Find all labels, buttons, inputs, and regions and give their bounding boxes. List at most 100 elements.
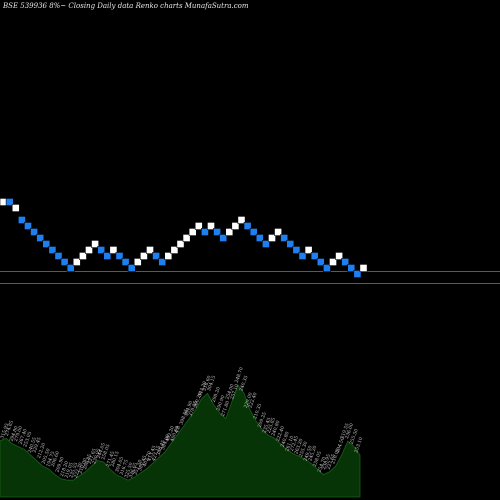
volume-label: 240.35 [238, 375, 249, 392]
volume-label: 271.80 [220, 400, 231, 417]
volume-label: 386.45 [156, 439, 167, 456]
renko-brick-down [54, 252, 63, 260]
volume-label: 402.70 [142, 450, 153, 467]
volume-label: 222.40 [275, 425, 286, 442]
renko-brick-up [304, 246, 313, 254]
volume-label: 254.70 [316, 456, 327, 473]
volume-label: 210.35 [252, 403, 263, 420]
renko-brick-up [164, 252, 173, 260]
volume-label: 205.50 [41, 448, 52, 465]
volume-label: 212.20 [36, 442, 47, 459]
volume-label: 222.40 [248, 392, 259, 409]
renko-brick-down [97, 246, 106, 254]
volume-label: 267.40 [18, 428, 29, 445]
renko-brick-down [66, 264, 75, 272]
renko-brick-down [201, 228, 209, 236]
volume-labels: 315.95274.85294.80279.00267.40253.05240.… [0, 366, 364, 478]
volume-label: 272.45 [289, 435, 300, 452]
renko-brick-up [268, 234, 276, 242]
renko-brick-up [225, 228, 234, 236]
renko-brick-down [103, 252, 112, 260]
renko-brick-down [292, 246, 301, 254]
renko-brick-down [42, 240, 51, 248]
renko-brick-up [72, 258, 81, 266]
volume-label: 400.60 [169, 425, 180, 442]
renko-brick-up [237, 216, 246, 224]
volume-label: 240.55 [27, 436, 38, 453]
renko-brick-down [127, 264, 136, 272]
volume-label: 255.50 [349, 428, 360, 445]
volume-label: 209.25 [257, 411, 268, 428]
volume-label: 222.30 [73, 462, 84, 479]
renko-brick-up [109, 246, 118, 254]
renko-brick-down [36, 234, 45, 242]
volume-label: 380.45 [137, 455, 148, 472]
volume-label: 304.05 [114, 456, 125, 473]
volume-label: 402.20 [165, 425, 176, 442]
volume-label: 274.85 [4, 420, 15, 437]
renko-brick-up [194, 222, 203, 230]
price-lines [0, 271, 500, 285]
volume-label: 240.80 [280, 431, 291, 448]
renko-brick-up [335, 252, 343, 260]
chart-title: BSE 539936 8%~ Closing Daily data Renko … [3, 2, 249, 10]
volume-label: 229.45 [31, 436, 42, 453]
renko-brick-up [274, 228, 282, 236]
renko-brick-down [261, 240, 270, 248]
renko-brick-up [91, 240, 99, 248]
volume-label: 219.55 [339, 422, 350, 439]
renko-brick-up [188, 228, 197, 236]
renko-brick-up [182, 234, 191, 242]
renko-brick-up [11, 204, 20, 212]
renko-brick-down [286, 240, 295, 248]
volume-label: 209.90 [54, 456, 65, 473]
volume-label: 384.00 [160, 434, 171, 451]
volume-area [0, 384, 361, 498]
volume-label: 234.50 [335, 436, 346, 453]
renko-brick-down [48, 246, 57, 254]
renko-brick-up [140, 252, 148, 260]
renko-brick-down [219, 234, 228, 242]
renko-brick-down [158, 258, 167, 266]
volume-label: 210.05 [330, 448, 341, 465]
volume-label: 218.20 [59, 460, 70, 477]
renko-brick-down [5, 198, 14, 206]
volume-label: 258.05 [312, 450, 323, 467]
volume-label: 236.00 [344, 422, 355, 439]
renko-brick-down [255, 234, 264, 242]
renko-brick-down [243, 222, 252, 230]
volume-label: 290.90 [215, 394, 226, 411]
volume-label: 229.00 [243, 392, 254, 409]
volume-label: 249.50 [303, 445, 314, 462]
renko-brick-down [298, 252, 307, 260]
volume-label: 235.45 [261, 417, 272, 434]
renko-brick-down [17, 216, 26, 224]
renko-brick-up [85, 246, 93, 254]
volume-label: 194.75 [45, 450, 56, 467]
volume-label: 413.45 [146, 445, 157, 462]
renko-brick-up [207, 222, 215, 230]
renko-brick-down [353, 270, 362, 278]
volume-label: 255.30 [298, 441, 309, 458]
volume-label: 253.05 [22, 431, 33, 448]
renko-brick-down [152, 252, 160, 260]
volume-label: 325.50 [123, 462, 134, 479]
renko-brick-down [310, 252, 319, 260]
renko-brick-up [146, 246, 154, 254]
renko-brick-down [249, 228, 258, 236]
volume-label: 427.15 [151, 445, 162, 462]
volume-label: 253.10 [353, 436, 364, 453]
volume-label: 336.65 [128, 462, 139, 479]
renko-brick-down [322, 264, 331, 272]
volume-label: 378.35 [188, 400, 199, 417]
volume-label: 4.8 [174, 425, 182, 434]
volume-label: 279.00 [13, 425, 24, 442]
volume-label: 351.50 [133, 459, 144, 476]
renko-brick-down [280, 234, 289, 242]
renko-brick-down [213, 228, 221, 236]
volume-label: 248.70 [234, 366, 245, 383]
volume-label: 343.30 [197, 380, 208, 397]
renko-brick-up [176, 240, 185, 248]
volume-label: 263.20 [293, 438, 304, 455]
